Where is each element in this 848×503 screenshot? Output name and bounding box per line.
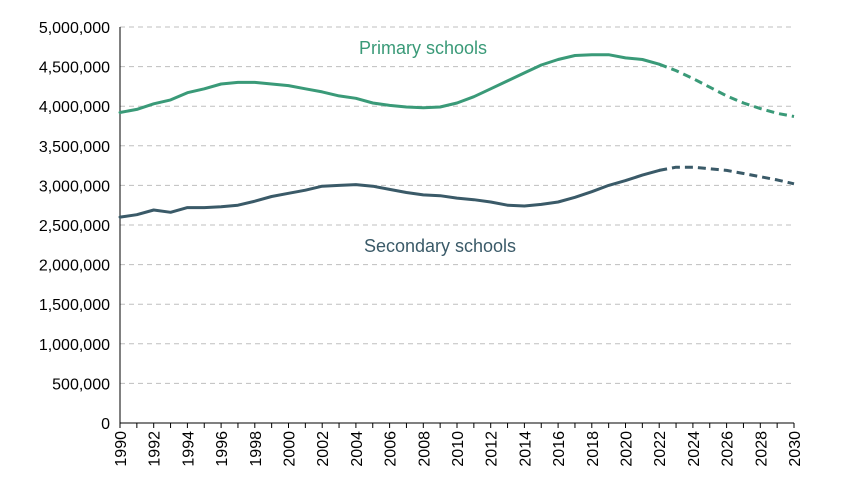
- x-tick-label: 2018: [585, 431, 602, 467]
- x-tick-label: 2002: [315, 431, 332, 467]
- gridlines: [120, 26, 794, 384]
- y-tick-label: 1,000,000: [39, 337, 110, 354]
- y-tick-label: 500,000: [52, 376, 110, 393]
- y-tick-label: 4,000,000: [39, 99, 110, 116]
- x-tick-label: 2016: [551, 431, 568, 467]
- series-lines: [118, 53, 795, 219]
- x-tick-label: 2014: [517, 431, 534, 467]
- x-tick-label: 1990: [113, 431, 130, 467]
- x-tick-label: 2026: [720, 431, 737, 467]
- labels: Primary schools Secondary schools: [359, 38, 516, 256]
- x-tick-label: 2022: [652, 431, 669, 467]
- secondary-projection-line: [658, 165, 795, 186]
- y-tick-label: 5,000,000: [39, 20, 110, 37]
- x-tick-label: 2000: [282, 431, 299, 467]
- y-tick-label: 2,000,000: [39, 258, 110, 275]
- y-tick-label: 2,500,000: [39, 218, 110, 235]
- y-tick-label: 4,500,000: [39, 60, 110, 77]
- x-tick-label: 2004: [349, 431, 366, 467]
- y-tick-label: 0: [101, 416, 110, 433]
- primary-projection-line: [658, 62, 795, 118]
- y-tick-label: 3,000,000: [39, 178, 110, 195]
- x-tick-label: 2020: [619, 431, 636, 467]
- x-tick-label: 2024: [686, 431, 703, 467]
- secondary-schools-label: Secondary schools: [364, 236, 516, 256]
- primary-series-line: [118, 53, 661, 114]
- x-tick-label: 1996: [214, 431, 231, 467]
- x-tick-label: 2028: [753, 431, 770, 467]
- x-tick-label: 1998: [248, 431, 265, 467]
- x-tick-label: 2010: [450, 431, 467, 467]
- axes: 0 500,000 1,000,000 1,500,000 2,000,000 2,500…: [39, 20, 804, 467]
- x-tick-label: 2012: [484, 431, 501, 467]
- x-tick-label: 1994: [180, 431, 197, 467]
- x-tick-label: 2030: [787, 431, 804, 467]
- y-tick-label: 1,500,000: [39, 297, 110, 314]
- y-tick-label: 3,500,000: [39, 139, 110, 156]
- x-tick-label: 1992: [147, 431, 164, 467]
- secondary-series-line: [118, 168, 661, 219]
- x-tick-label: 2008: [416, 431, 433, 467]
- x-tick-label: 2006: [383, 431, 400, 467]
- primary-schools-label: Primary schools: [359, 38, 487, 58]
